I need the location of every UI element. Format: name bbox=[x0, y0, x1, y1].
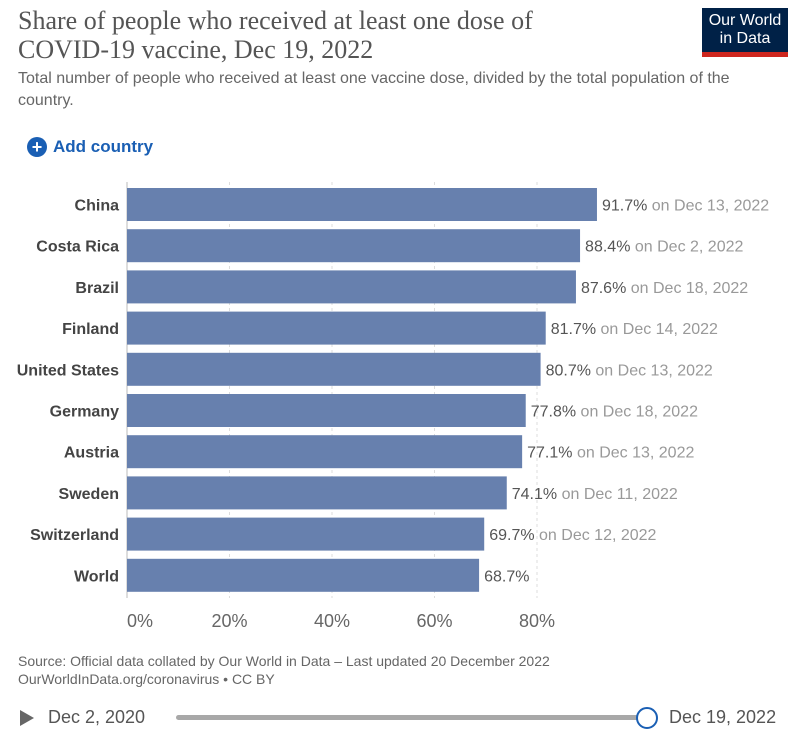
category-label: Finland bbox=[62, 321, 119, 338]
date-text: on Dec 18, 2022 bbox=[576, 404, 698, 421]
date-text: on Dec 18, 2022 bbox=[626, 280, 748, 297]
bar bbox=[127, 517, 485, 551]
category-label: Switzerland bbox=[30, 527, 119, 544]
value-text: 77.8% bbox=[531, 404, 576, 421]
date-text: on Dec 2, 2022 bbox=[630, 239, 743, 256]
bar-chart: 0% 20% 40% 60% 80% China 91.7% on Dec 13, 2022… bbox=[17, 182, 769, 631]
x-tick-label: 0% bbox=[127, 611, 153, 631]
value-label: 91.7% on Dec 13, 2022 bbox=[602, 198, 769, 215]
category-label: World bbox=[74, 568, 119, 585]
value-text: 74.1% bbox=[512, 486, 557, 503]
value-label: 74.1% on Dec 11, 2022 bbox=[512, 486, 678, 503]
x-tick-label: 20% bbox=[211, 611, 247, 631]
category-label: Sweden bbox=[59, 486, 119, 503]
timeline-start-date: Dec 2, 2020 bbox=[48, 707, 146, 727]
bar bbox=[127, 270, 576, 304]
value-label: 69.7% on Dec 12, 2022 bbox=[489, 527, 656, 544]
bar bbox=[127, 435, 523, 469]
value-label: 88.4% on Dec 2, 2022 bbox=[585, 239, 743, 256]
date-text: on Dec 14, 2022 bbox=[596, 321, 718, 338]
x-tick-label: 80% bbox=[519, 611, 555, 631]
timeline-slider[interactable] bbox=[176, 715, 648, 720]
category-label: China bbox=[75, 198, 120, 215]
value-text: 77.1% bbox=[527, 445, 572, 462]
category-label: Germany bbox=[50, 404, 119, 421]
value-text: 87.6% bbox=[581, 280, 626, 297]
value-text: 80.7% bbox=[546, 362, 591, 379]
bar bbox=[127, 311, 546, 345]
value-text: 81.7% bbox=[551, 321, 596, 338]
bar bbox=[127, 352, 541, 386]
source-note: Source: Official data collated by Our Wo… bbox=[18, 652, 550, 688]
source-link[interactable]: OurWorldInData.org/coronavirus • CC BY bbox=[18, 671, 275, 687]
x-tick-label: 40% bbox=[314, 611, 350, 631]
category-label: United States bbox=[17, 362, 119, 379]
value-label: 87.6% on Dec 18, 2022 bbox=[581, 280, 748, 297]
date-text: on Dec 12, 2022 bbox=[535, 527, 657, 544]
value-text: 91.7% bbox=[602, 198, 647, 215]
value-label: 68.7% bbox=[484, 568, 529, 585]
value-label: 81.7% on Dec 14, 2022 bbox=[551, 321, 718, 338]
add-country-button[interactable]: + Add country bbox=[27, 137, 153, 157]
play-icon[interactable] bbox=[20, 710, 34, 726]
value-text: 68.7% bbox=[484, 568, 529, 585]
value-label: 80.7% on Dec 13, 2022 bbox=[546, 362, 713, 379]
value-label: 77.8% on Dec 18, 2022 bbox=[531, 404, 698, 421]
bar bbox=[127, 229, 581, 263]
timeline: Dec 2, 2020 Dec 19, 2022 bbox=[18, 705, 798, 731]
plus-icon: + bbox=[27, 137, 47, 157]
date-text: on Dec 13, 2022 bbox=[573, 445, 695, 462]
value-text: 69.7% bbox=[489, 527, 534, 544]
date-text: on Dec 13, 2022 bbox=[591, 362, 713, 379]
owid-logo[interactable]: Our World in Data bbox=[702, 8, 788, 57]
chart-title: Share of people who received at least on… bbox=[18, 6, 533, 64]
date-text: on Dec 13, 2022 bbox=[647, 198, 769, 215]
category-label: Austria bbox=[64, 445, 119, 462]
category-label: Brazil bbox=[75, 280, 119, 297]
bar bbox=[127, 558, 480, 592]
timeline-end-date: Dec 19, 2022 bbox=[669, 707, 777, 727]
value-label: 77.1% on Dec 13, 2022 bbox=[527, 445, 694, 462]
x-tick-label: 60% bbox=[416, 611, 452, 631]
bar bbox=[127, 476, 507, 510]
category-label: Costa Rica bbox=[36, 239, 119, 256]
bar bbox=[127, 188, 597, 221]
value-text: 88.4% bbox=[585, 239, 630, 256]
date-text: on Dec 11, 2022 bbox=[557, 486, 678, 503]
timeline-handle[interactable] bbox=[636, 707, 658, 729]
bar bbox=[127, 394, 526, 427]
chart-subtitle: Total number of people who received at l… bbox=[18, 70, 730, 109]
add-country-label: Add country bbox=[53, 137, 154, 156]
source-text: Source: Official data collated by Our Wo… bbox=[18, 653, 550, 669]
